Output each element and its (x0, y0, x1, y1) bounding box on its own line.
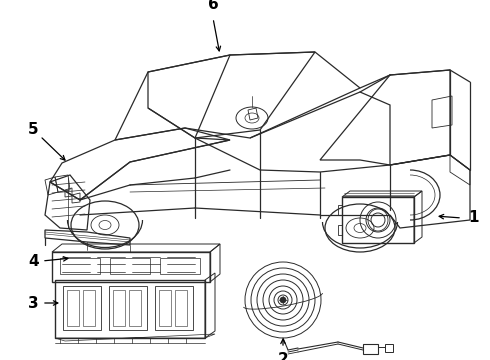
Text: 6: 6 (208, 0, 219, 12)
Text: 3: 3 (28, 296, 39, 310)
Text: 4: 4 (28, 253, 39, 269)
Text: 2: 2 (278, 352, 289, 360)
Circle shape (280, 297, 286, 303)
Text: 5: 5 (27, 122, 38, 138)
Text: 1: 1 (468, 211, 479, 225)
